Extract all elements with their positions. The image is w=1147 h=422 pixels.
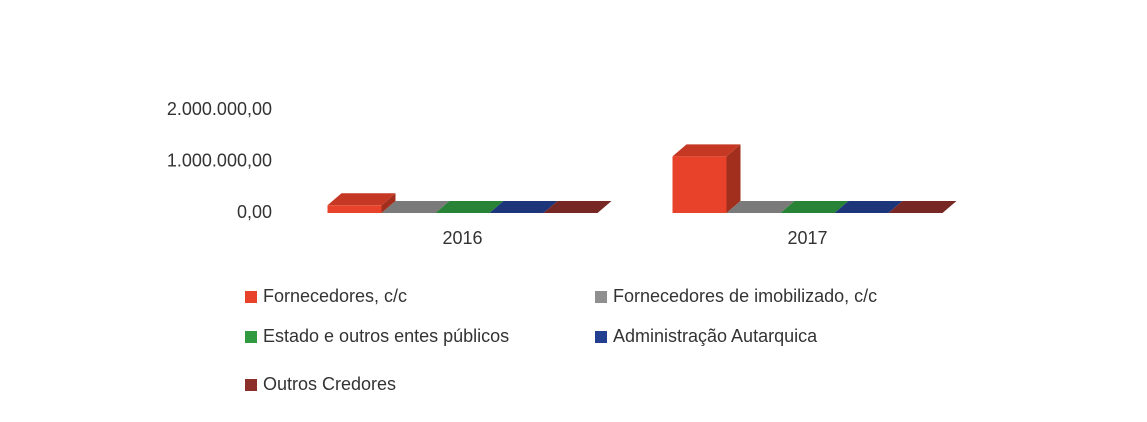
y-tick-label: 1.000.000,00 [167, 150, 272, 170]
legend-swatch [245, 331, 257, 343]
bar-side [381, 193, 396, 213]
bar-top [489, 201, 558, 213]
legend-swatch [245, 379, 257, 391]
bar-top [888, 201, 957, 213]
x-tick-label: 2016 [442, 228, 482, 248]
legend-label: Outros Credores [263, 374, 396, 394]
bar [327, 205, 382, 213]
y-tick-label: 0,00 [237, 202, 272, 222]
bar-top [381, 201, 450, 213]
bar-top [327, 193, 396, 206]
bar-side [726, 144, 741, 213]
x-tick-label: 2017 [787, 228, 827, 248]
legend-swatch [595, 331, 607, 343]
bar-top [543, 201, 612, 213]
bar-top [726, 201, 795, 213]
legend-swatch [595, 291, 607, 303]
legend-label: Fornecedores, c/c [263, 286, 407, 306]
bar-top [780, 201, 849, 213]
bar-top [672, 144, 741, 157]
legend-swatch [245, 291, 257, 303]
legend-label: Administração Autarquica [613, 326, 818, 346]
bar-top [834, 201, 903, 213]
y-tick-label: 2.000.000,00 [167, 99, 272, 119]
legend-label: Fornecedores de imobilizado, c/c [613, 286, 877, 306]
bar-top [435, 201, 504, 213]
bar [672, 156, 727, 213]
legend-label: Estado e outros entes públicos [263, 326, 509, 346]
